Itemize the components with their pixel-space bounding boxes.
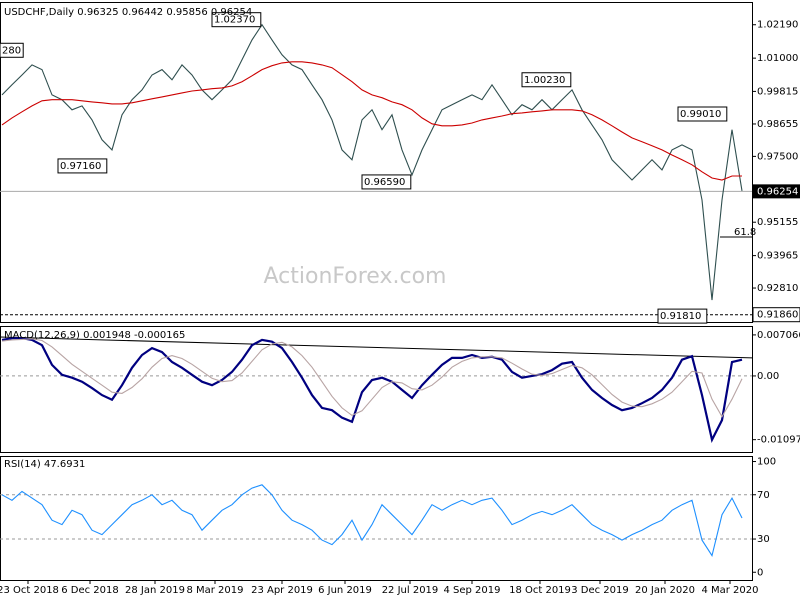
annotation-label: 1.02370 [214, 15, 255, 26]
annotation-box [361, 174, 412, 190]
y-tick-label: 0 [757, 567, 763, 578]
y-tick-label: 0.93965 [757, 251, 798, 262]
annotation-box [657, 308, 708, 324]
series-line [1, 61, 742, 181]
y-tick-label: -0.010975 [757, 435, 800, 446]
annotation-label: 0.97160 [60, 161, 101, 172]
watermark: ActionForex.com [264, 264, 447, 289]
panel-title: USDCHF,Daily 0.96325 0.96442 0.95856 0.9… [4, 7, 252, 18]
x-tick-label: 4 Sep 2019 [443, 585, 500, 596]
panel-frame [0, 326, 753, 453]
x-tick-label: 6 Jun 2019 [318, 585, 372, 596]
panel-title: MACD(12,26,9) 0.001948 -0.000165 [4, 330, 185, 341]
y-tick-label: 100 [757, 457, 776, 468]
x-tick-label: 8 Mar 2019 [186, 585, 243, 596]
annotation-label: 0.91810 [660, 311, 701, 322]
y-tick-label: 30 [757, 534, 770, 545]
level-label: 0.91860 [757, 310, 798, 321]
annotation-box [521, 72, 572, 88]
series-line [1, 23, 743, 301]
fib-label: 61.8 [734, 227, 756, 238]
annotation-box [57, 158, 108, 174]
y-tick-label: 0.99815 [757, 86, 798, 97]
last-price-box [753, 184, 800, 199]
last-price-label: 0.96254 [757, 186, 798, 197]
y-tick-label: 0.00 [757, 371, 779, 382]
y-tick-label: 1.01000 [757, 53, 798, 64]
series-line [1, 338, 743, 418]
x-tick-label: 22 Jul 2019 [382, 585, 439, 596]
x-tick-label: 23 Oct 2018 [0, 585, 59, 596]
panel-title: RSI(14) 47.6931 [4, 459, 85, 470]
panel-frame [0, 2, 753, 323]
y-tick-label: 0.97500 [757, 151, 798, 162]
y-tick-label: 0.007066 [757, 330, 800, 341]
x-tick-label: 20 Jan 2020 [635, 585, 695, 596]
annotation-label: 1.00230 [524, 75, 565, 86]
x-tick-label: 6 Dec 2018 [61, 585, 119, 596]
x-tick-label: 23 Apr 2019 [251, 585, 313, 596]
series-line [1, 337, 743, 444]
x-tick-label: 4 Mar 2020 [701, 585, 758, 596]
annotation-label: 280 [2, 45, 21, 56]
series-line [1, 484, 743, 557]
annotation-label: 0.96590 [364, 177, 405, 188]
annotation-box [0, 42, 24, 58]
trendline [0, 336, 753, 359]
y-tick-label: 0.98655 [757, 119, 798, 130]
level-box [752, 307, 800, 323]
annotation-label: 0.99010 [680, 109, 721, 120]
y-tick-label: 0.95155 [757, 217, 798, 228]
annotation-box [677, 106, 728, 122]
x-tick-label: 28 Jan 2019 [125, 585, 185, 596]
y-tick-label: 70 [757, 490, 770, 501]
annotation-box [211, 12, 262, 28]
y-tick-label: 1.02190 [757, 20, 798, 31]
panel-frame [0, 456, 753, 581]
y-tick-label: 0.92810 [757, 283, 798, 294]
x-tick-label: 3 Dec 2019 [571, 585, 629, 596]
x-tick-label: 18 Oct 2019 [509, 585, 571, 596]
